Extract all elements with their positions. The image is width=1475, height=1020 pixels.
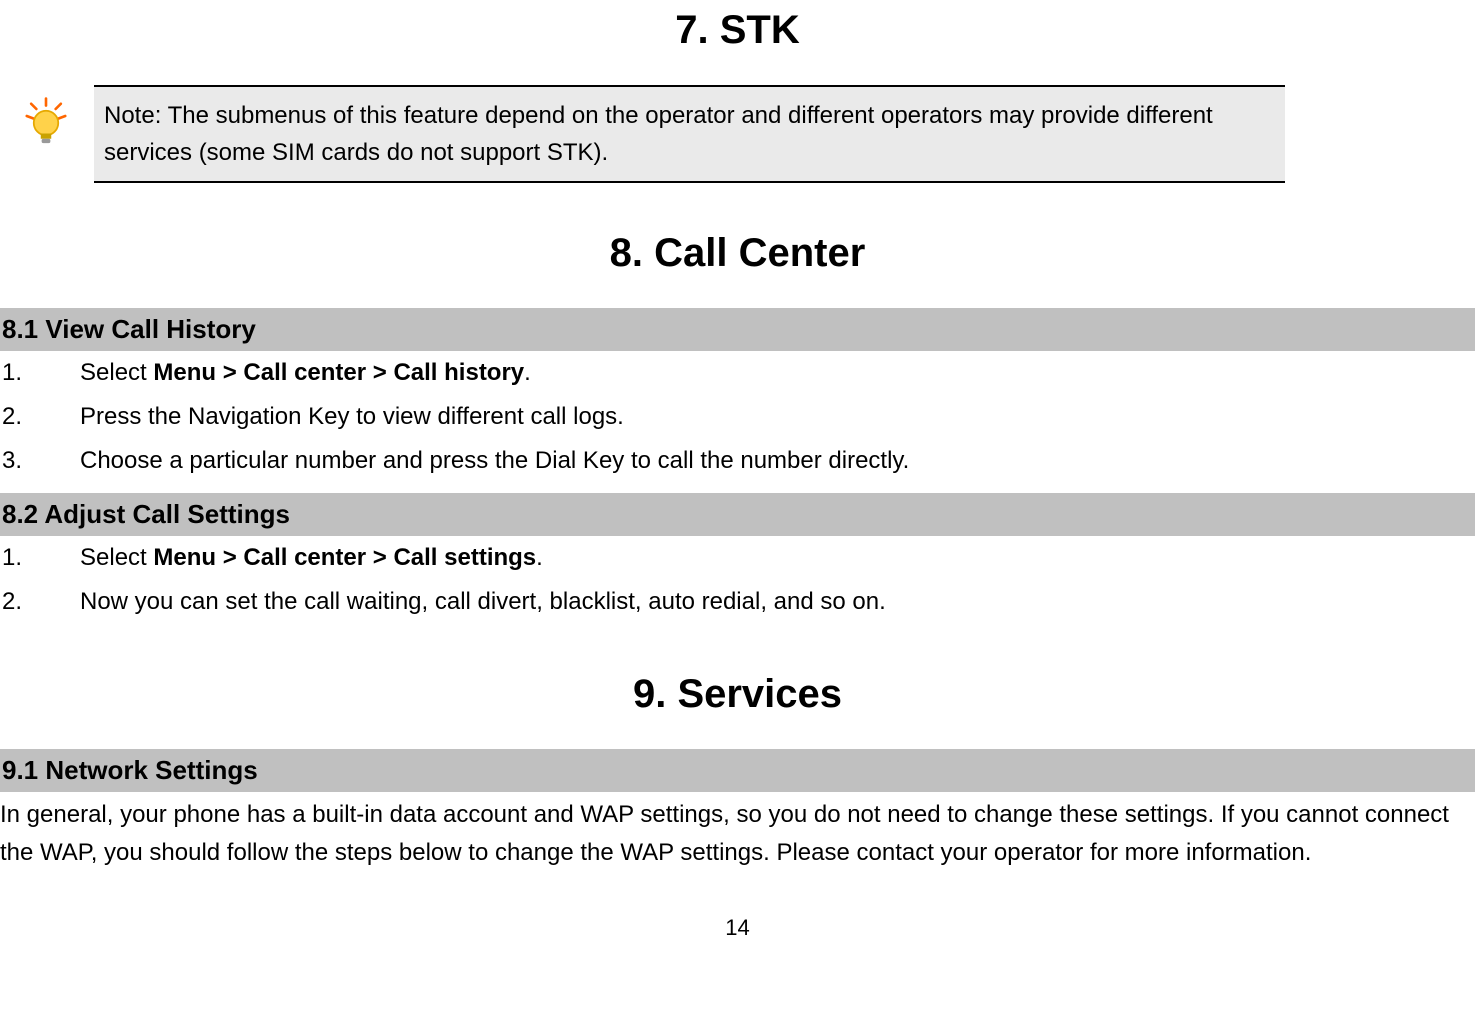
document-page: 7. STK Note: The submenus of th bbox=[0, 0, 1475, 944]
chapter-8-title: 8. Call Center bbox=[0, 223, 1475, 283]
note-text: Note: The submenus of this feature depen… bbox=[104, 97, 1275, 171]
section-8-1-heading: 8.1 View Call History bbox=[0, 308, 1475, 351]
list-text: Choose a particular number and press the… bbox=[80, 443, 1475, 479]
text-prefix: Select bbox=[80, 359, 153, 386]
list-number: 1. bbox=[0, 355, 80, 391]
section-8-1-list: 1. Select Menu > Call center > Call hist… bbox=[0, 351, 1475, 493]
section-8-2-heading: 8.2 Adjust Call Settings bbox=[0, 493, 1475, 536]
list-item: 1. Select Menu > Call center > Call hist… bbox=[0, 353, 1475, 397]
section-9-1-paragraph: In general, your phone has a built-in da… bbox=[0, 792, 1475, 880]
list-text: Press the Navigation Key to view differe… bbox=[80, 399, 1475, 435]
list-number: 3. bbox=[0, 443, 80, 479]
note-row: Note: The submenus of this feature depen… bbox=[0, 85, 1475, 183]
chapter-9-title: 9. Services bbox=[0, 664, 1475, 724]
section-8-2-list: 1. Select Menu > Call center > Call sett… bbox=[0, 536, 1475, 634]
section-9-1-heading: 9.1 Network Settings bbox=[0, 749, 1475, 792]
list-item: 1. Select Menu > Call center > Call sett… bbox=[0, 538, 1475, 582]
list-text: Select Menu > Call center > Call history… bbox=[80, 355, 1475, 391]
list-text: Now you can set the call waiting, call d… bbox=[80, 584, 1475, 620]
list-number: 1. bbox=[0, 540, 80, 576]
list-number: 2. bbox=[0, 399, 80, 435]
list-text: Select Menu > Call center > Call setting… bbox=[80, 540, 1475, 576]
text-bold: Menu > Call center > Call settings bbox=[153, 544, 536, 571]
list-item: 3. Choose a particular number and press … bbox=[0, 441, 1475, 485]
page-number: 14 bbox=[0, 911, 1475, 944]
text-suffix: . bbox=[524, 359, 531, 386]
text-suffix: . bbox=[536, 544, 543, 571]
lightbulb-tip-icon bbox=[18, 95, 74, 151]
note-box: Note: The submenus of this feature depen… bbox=[94, 85, 1285, 183]
list-item: 2. Now you can set the call waiting, cal… bbox=[0, 582, 1475, 626]
text-prefix: Select bbox=[80, 544, 153, 571]
list-item: 2. Press the Navigation Key to view diff… bbox=[0, 397, 1475, 441]
chapter-7-title: 7. STK bbox=[0, 0, 1475, 60]
list-number: 2. bbox=[0, 584, 80, 620]
text-bold: Menu > Call center > Call history bbox=[153, 359, 524, 386]
